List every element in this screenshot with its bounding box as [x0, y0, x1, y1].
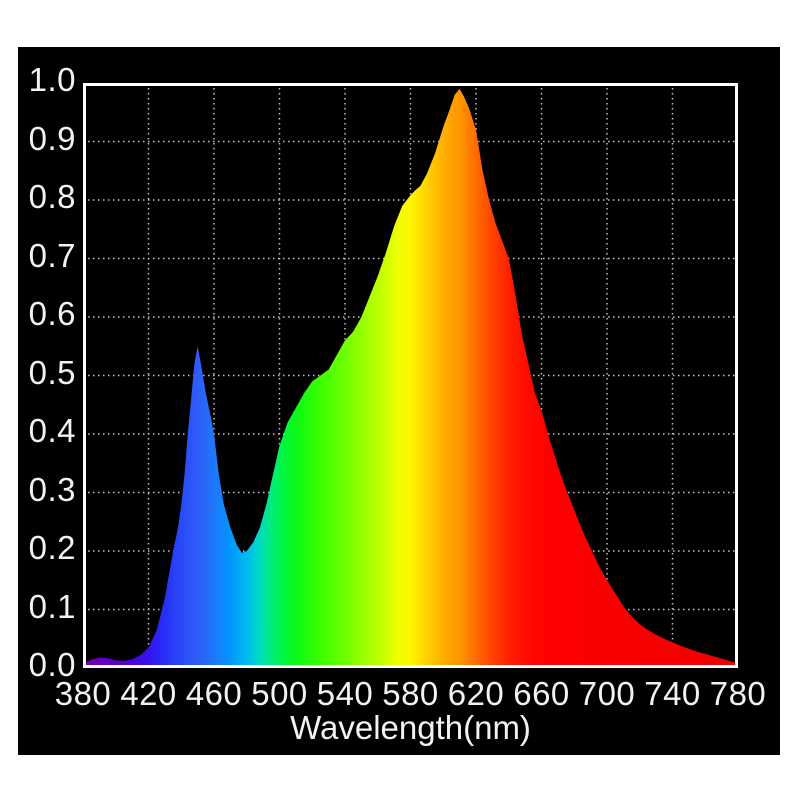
x-tick-label: 380 [54, 675, 112, 712]
y-tick-label: 0.3 [28, 470, 76, 508]
y-tick-label: 0.5 [28, 353, 76, 391]
y-tick-label: 0.8 [28, 178, 76, 215]
y-tick-label: 0.1 [28, 587, 76, 625]
x-tick-label: 500 [251, 675, 308, 712]
y-tick-label: 0.4 [28, 412, 76, 449]
spectrum-area [83, 88, 738, 668]
y-tick-label: 0.9 [28, 119, 76, 157]
y-tick-label: 0.0 [28, 646, 76, 683]
x-tick-label: 780 [709, 675, 767, 712]
x-tick-label: 740 [644, 675, 701, 712]
x-tick-label: 620 [447, 675, 505, 712]
x-tick-label: 700 [578, 675, 636, 712]
spectrum-plot-svg [83, 83, 738, 668]
y-tick-label: 0.6 [28, 295, 76, 332]
x-tick-label: 540 [316, 675, 374, 712]
plot-area [83, 83, 738, 668]
gridlines [83, 83, 738, 668]
x-tick-label: 580 [382, 675, 439, 712]
x-tick-label: 460 [185, 675, 243, 712]
x-axis-title: Wavelength(nm) [290, 709, 531, 746]
plot-frame [83, 83, 738, 668]
chart-panel: 1.0 0.9 0.8 0.7 0.6 0.5 0.4 0.3 0.2 0.1 0.0 380 420… [18, 47, 780, 755]
y-tick-label: 0.2 [28, 529, 76, 566]
x-tick-label: 420 [120, 675, 177, 712]
y-tick-label: 0.7 [28, 236, 76, 274]
y-tick-label: 1.0 [28, 61, 76, 98]
x-tick-label: 660 [513, 675, 570, 712]
